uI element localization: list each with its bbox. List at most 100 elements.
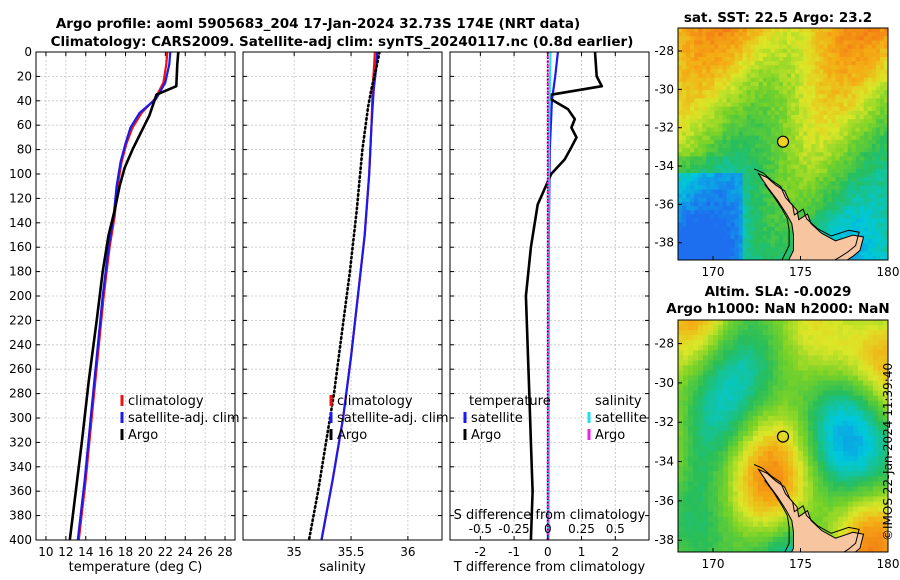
sst-map-cell bbox=[686, 235, 691, 240]
sla-map-cell bbox=[833, 466, 839, 472]
sst-map-cell bbox=[883, 177, 888, 182]
sst-map-cell bbox=[867, 32, 873, 37]
sst-map-cell bbox=[811, 177, 816, 182]
sst-map-cell bbox=[750, 222, 756, 228]
sla-map-cell bbox=[773, 521, 779, 528]
sst-map-cell bbox=[682, 206, 687, 211]
sst-map-cell bbox=[827, 144, 833, 149]
sla-map-cell bbox=[813, 385, 819, 392]
sla-map-cell bbox=[878, 410, 884, 417]
sst-map-cell bbox=[835, 106, 841, 112]
sla-map-cell bbox=[823, 456, 829, 462]
sla-map-cell bbox=[783, 405, 789, 412]
sst-map-cell bbox=[795, 65, 800, 71]
sst-map-cell bbox=[827, 98, 833, 104]
sst-map-cell bbox=[819, 73, 824, 79]
sst-map-cell bbox=[770, 127, 776, 133]
sst-map-cell bbox=[875, 156, 881, 162]
sst-map-cell bbox=[811, 193, 816, 199]
sla-map-cell bbox=[883, 350, 888, 356]
sla-map-cell bbox=[698, 436, 704, 442]
sst-map-cell bbox=[787, 44, 792, 50]
sla-map-cell bbox=[803, 385, 809, 392]
sla-map-cell bbox=[773, 471, 779, 477]
sst-map-cell bbox=[762, 214, 768, 220]
depth-tick-label: 300 bbox=[9, 411, 32, 425]
sst-map-cell bbox=[758, 152, 764, 158]
sst-map-cell bbox=[803, 40, 808, 46]
sst-map-cell bbox=[686, 168, 691, 174]
sst-map-cell bbox=[839, 52, 845, 58]
sla-map-cell bbox=[793, 340, 799, 346]
sst-map-cell bbox=[766, 106, 772, 112]
sla-map-cell bbox=[793, 405, 799, 412]
sst-map-cell bbox=[682, 156, 687, 162]
sst-map-cell bbox=[819, 69, 824, 75]
sla-map-cell bbox=[683, 420, 689, 427]
sst-map-cell bbox=[875, 181, 881, 187]
sla-map-cell bbox=[863, 430, 869, 437]
sla-map-cell bbox=[728, 380, 734, 387]
sla-map-cell bbox=[843, 521, 849, 528]
sst-map-cell bbox=[803, 131, 808, 137]
sla-map-cell bbox=[868, 375, 874, 382]
sst-map-cell bbox=[754, 94, 760, 100]
sla-map-cell bbox=[813, 466, 819, 472]
sla-map-cell bbox=[678, 420, 684, 427]
sst-map-cell bbox=[714, 144, 719, 149]
sla-map-cell bbox=[863, 441, 869, 447]
sst-map-cell bbox=[875, 247, 881, 253]
sst-map-cell bbox=[718, 160, 724, 166]
sla-map-cell bbox=[858, 441, 864, 447]
sst-map-cell bbox=[839, 164, 845, 170]
sla-map-cell bbox=[768, 400, 774, 407]
sst-map-cell bbox=[791, 44, 796, 50]
sst-map-cell bbox=[750, 243, 756, 249]
sst-map-cell bbox=[879, 36, 885, 42]
sst-map-cell bbox=[867, 185, 873, 191]
sla-map-cell bbox=[858, 506, 864, 513]
sst-map-cell bbox=[835, 90, 841, 95]
sst-map-cell bbox=[819, 40, 824, 46]
sst-map-cell bbox=[770, 148, 776, 153]
sst-map-cell bbox=[831, 152, 837, 158]
sst-map-cell bbox=[690, 28, 695, 33]
sst-map-cell bbox=[823, 48, 829, 54]
sst-map-cell bbox=[750, 131, 756, 137]
sst-map-cell bbox=[778, 255, 784, 260]
sst-map-cell bbox=[783, 168, 788, 174]
sst-map-cell bbox=[706, 81, 711, 87]
sst-map-cell bbox=[807, 173, 812, 178]
sst-map-cell bbox=[750, 148, 756, 153]
sla-map-cell bbox=[783, 471, 789, 477]
sst-map-cell bbox=[694, 81, 699, 87]
sst-map-cell bbox=[835, 44, 841, 50]
sst-map-cell bbox=[795, 106, 800, 112]
sst-map-cell bbox=[803, 106, 808, 112]
sla-map-cell bbox=[878, 375, 884, 382]
sla-map-cell bbox=[883, 481, 888, 488]
sla-map-cell bbox=[848, 501, 854, 508]
sst-map-cell bbox=[783, 127, 788, 133]
sla-map-cell bbox=[773, 365, 779, 372]
sst-map-cell bbox=[778, 115, 784, 120]
sst-map-cell bbox=[678, 98, 683, 104]
sla-map-cell bbox=[688, 325, 694, 331]
sla-map-cell bbox=[858, 350, 864, 356]
sst-map-cell bbox=[795, 164, 800, 170]
sla-map-cell bbox=[753, 330, 759, 336]
sst-map-cell bbox=[883, 32, 888, 37]
sla-map-cell bbox=[728, 395, 734, 402]
sst-map-cell bbox=[799, 106, 804, 112]
salinity-panel: 35 35.5 36salinityclimatologysatellite-adj… bbox=[242, 51, 449, 575]
sst-map-cell bbox=[690, 164, 695, 170]
sst-map-cell bbox=[730, 160, 736, 166]
sst-map-cell bbox=[879, 144, 885, 149]
sst-map-cell bbox=[678, 69, 683, 75]
sla-map-cell bbox=[678, 521, 684, 528]
sla-map-cell bbox=[803, 360, 809, 366]
sst-map-cell bbox=[791, 139, 796, 145]
sla-map-cell bbox=[878, 436, 884, 442]
sst-map-cell bbox=[859, 127, 865, 133]
sst-map-cell bbox=[678, 115, 683, 120]
